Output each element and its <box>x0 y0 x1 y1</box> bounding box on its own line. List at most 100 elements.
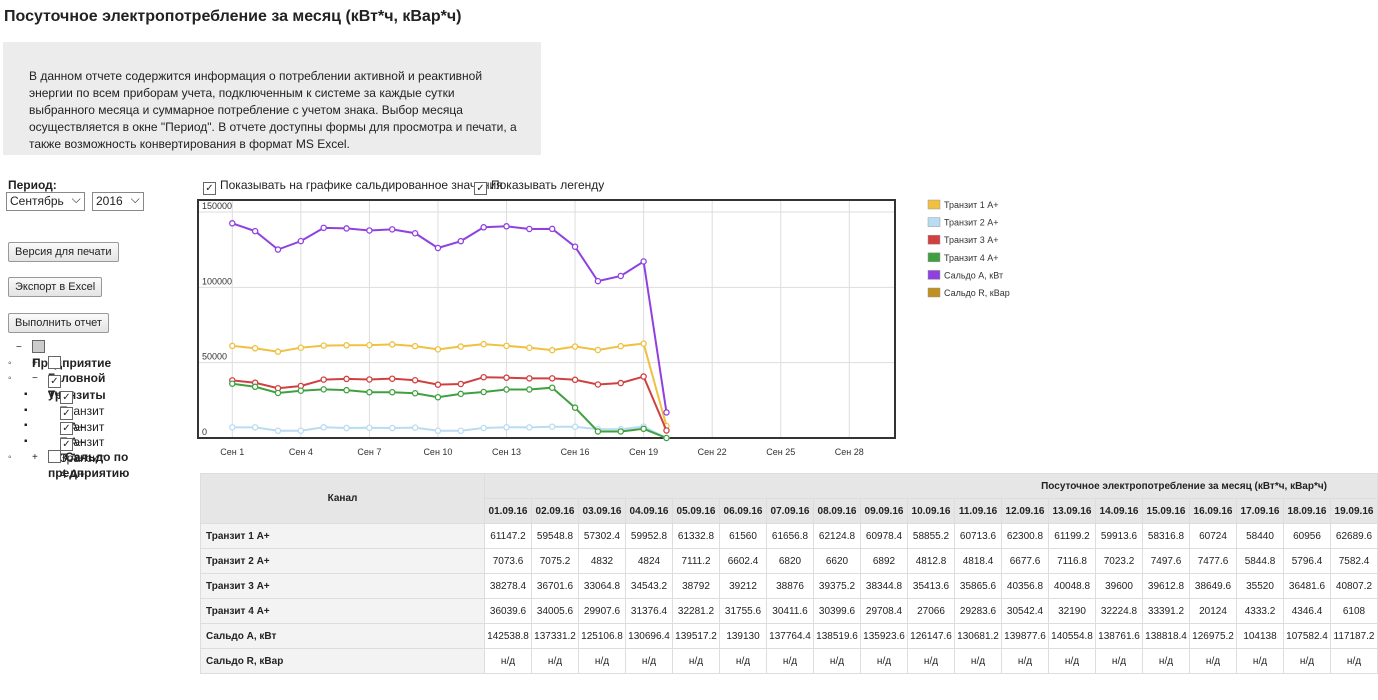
cell: 38344.8 <box>860 573 908 599</box>
data-point <box>274 427 282 434</box>
cell: 6677.6 <box>1001 548 1049 574</box>
series-line <box>232 382 667 439</box>
x-tick-label: Сен 1 <box>220 447 244 457</box>
row-name: Транзит 3 А+ <box>200 573 485 599</box>
column-header: 14.09.16 <box>1095 498 1143 524</box>
data-point <box>320 386 327 393</box>
cell: 7111.2 <box>672 548 720 574</box>
column-header: 01.09.16 <box>484 498 532 524</box>
cell: 142538.8 <box>484 623 532 649</box>
data-point <box>526 344 533 352</box>
cell: 61147.2 <box>484 523 532 549</box>
series-line <box>231 222 668 413</box>
legend-label: Сальдо А, кВт <box>944 270 1003 280</box>
data-point <box>548 384 556 391</box>
data-point <box>320 424 327 431</box>
legend-label: Транзит 1 А+ <box>944 200 999 210</box>
period-label: Период: <box>8 178 57 192</box>
data-point <box>503 342 510 350</box>
saldo-text: Показывать на графике сальдированное зна… <box>220 178 503 192</box>
data-point <box>457 427 465 434</box>
cell: 60724 <box>1189 523 1237 549</box>
cell: 36701.6 <box>531 573 579 599</box>
cell: 31755.6 <box>719 598 767 624</box>
data-point <box>503 424 510 431</box>
data-point <box>434 346 442 353</box>
data-point <box>320 224 327 232</box>
cell: 61199.2 <box>1048 523 1096 549</box>
cell: 7073.6 <box>484 548 532 574</box>
cell: 40356.8 <box>1001 573 1049 599</box>
excel-button[interactable]: Экспорт в Excel <box>8 277 103 297</box>
cell: 29708.4 <box>860 598 908 624</box>
cell: 62124.8 <box>813 523 861 549</box>
legend-option[interactable]: ✓ Показывать легенду <box>474 178 604 195</box>
print-button[interactable]: Версия для печати <box>8 242 119 262</box>
plot-area <box>198 200 895 438</box>
column-header: 04.09.16 <box>625 498 673 524</box>
cell: 33391.2 <box>1142 598 1190 624</box>
cell: н/д <box>1095 648 1143 674</box>
cell: 39375.2 <box>813 573 861 599</box>
cell: н/д <box>1189 648 1237 674</box>
cell: н/д <box>1330 648 1378 674</box>
checkbox[interactable]: ✓ <box>203 182 216 195</box>
cell: 4832 <box>578 548 626 574</box>
cell: 35520 <box>1236 573 1284 599</box>
data-point <box>434 427 442 435</box>
cell: н/д <box>1142 648 1190 674</box>
cell: 34543.2 <box>625 573 673 599</box>
checkbox[interactable] <box>48 449 61 463</box>
cell: 61656.8 <box>766 523 814 549</box>
year-select[interactable]: 2016 <box>92 191 144 211</box>
data-point <box>251 424 259 431</box>
data-point <box>663 434 670 442</box>
row-name: Транзит 1 А+ <box>200 523 485 549</box>
row-name: Транзит 2 А+ <box>200 548 485 574</box>
table-row: Сальдо А, кВт 142538.8 137331.2 125106.8 130… <box>200 623 1378 649</box>
data-point <box>571 423 579 430</box>
cell: 7116.8 <box>1048 548 1096 574</box>
x-tick-label: Сен 13 <box>492 447 521 457</box>
data-point <box>503 374 510 381</box>
column-header: 09.09.16 <box>860 498 908 524</box>
data-point <box>411 389 419 397</box>
cell: н/д <box>860 648 908 674</box>
cell: 4346.4 <box>1283 598 1331 624</box>
legend-label: Сальдо R, кВар <box>944 288 1010 298</box>
cell: 5796.4 <box>1283 548 1331 574</box>
column-header: 08.09.16 <box>813 498 861 524</box>
cell: 30542.4 <box>1001 598 1049 624</box>
cell: 6820 <box>766 548 814 574</box>
legend-label: Транзит 4 А+ <box>944 253 999 263</box>
data-point <box>548 375 556 382</box>
month-select[interactable]: Сентябрь <box>6 191 85 211</box>
data-point <box>297 237 305 245</box>
column-header: 12.09.16 <box>1001 498 1049 524</box>
data-point <box>617 428 625 435</box>
run-button[interactable]: Выполнить отчет <box>8 313 109 333</box>
checkbox[interactable] <box>32 340 45 353</box>
cell: 6620 <box>813 548 861 574</box>
column-header: 03.09.16 <box>578 498 626 524</box>
saldo-option[interactable]: ✓ Показывать на графике сальдированное зн… <box>203 178 503 195</box>
data-point <box>343 375 350 383</box>
data-point <box>617 342 625 350</box>
data-point <box>640 425 647 433</box>
checkbox[interactable] <box>48 355 61 369</box>
data-point <box>366 376 373 383</box>
cell: н/д <box>1283 648 1331 674</box>
checkbox[interactable]: ✓ <box>60 438 73 452</box>
column-header: 10.09.16 <box>907 498 955 524</box>
channel-header: Канал <box>200 473 485 524</box>
data-point <box>503 386 510 393</box>
cell: 33064.8 <box>578 573 626 599</box>
checkbox[interactable]: ✓ <box>48 375 61 389</box>
data-point <box>343 225 350 232</box>
cell: 36039.6 <box>484 598 532 624</box>
legend-swatch <box>927 252 941 263</box>
checkbox[interactable]: ✓ <box>474 182 487 195</box>
column-header: 19.09.16 <box>1330 498 1378 524</box>
data-point <box>457 390 465 398</box>
